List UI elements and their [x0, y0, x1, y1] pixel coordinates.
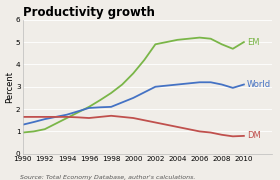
Text: EM: EM	[247, 38, 260, 47]
Text: World: World	[247, 80, 271, 89]
Text: Source: Total Economy Database, author's calculations.: Source: Total Economy Database, author's…	[20, 175, 195, 180]
Text: Productivity growth: Productivity growth	[23, 6, 155, 19]
Text: DM: DM	[247, 131, 261, 140]
Y-axis label: Percent: Percent	[6, 71, 15, 103]
